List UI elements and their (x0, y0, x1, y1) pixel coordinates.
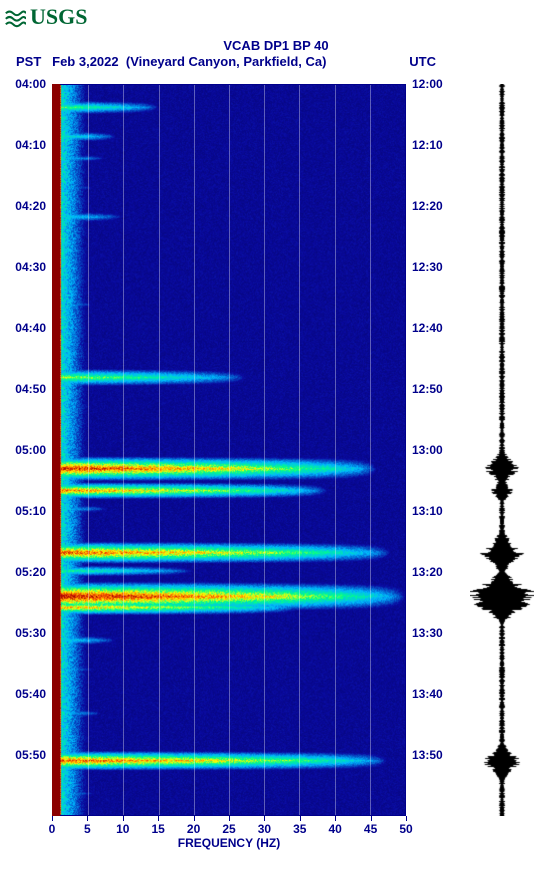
grid-line (370, 85, 371, 815)
tz-right-label: UTC (409, 54, 436, 69)
usgs-logo: USGS (4, 4, 87, 30)
chart-subtitle: PST Feb 3,2022 (Vineyard Canyon, Parkfie… (16, 54, 536, 69)
x-tick-mark (229, 816, 230, 821)
y-left-tick: 04:30 (15, 260, 46, 274)
y-left-tick: 05:50 (15, 748, 46, 762)
chart-title: VCAB DP1 BP 40 (0, 38, 552, 53)
x-tick-label: 15 (152, 822, 165, 836)
y-left-tick: 04:00 (15, 77, 46, 91)
grid-line (159, 85, 160, 815)
y-left-tick: 04:40 (15, 321, 46, 335)
x-tick-label: 20 (187, 822, 200, 836)
y-right-tick: 13:50 (412, 748, 443, 762)
x-tick-mark (123, 816, 124, 821)
date-label: Feb 3,2022 (52, 54, 119, 69)
grid-line (335, 85, 336, 815)
x-tick-mark (52, 816, 53, 821)
y-left-tick: 04:10 (15, 138, 46, 152)
x-tick-label: 40 (329, 822, 342, 836)
x-tick-mark (87, 816, 88, 821)
y-right-tick: 12:20 (412, 199, 443, 213)
y-left-tick: 05:40 (15, 687, 46, 701)
y-right-tick: 13:40 (412, 687, 443, 701)
usgs-wave-icon (4, 6, 26, 28)
x-tick-mark (264, 816, 265, 821)
x-axis-label: FREQUENCY (HZ) (52, 836, 406, 850)
grid-line (194, 85, 195, 815)
y-axis-right: 12:0012:1012:2012:3012:4012:5013:0013:10… (408, 84, 458, 816)
y-right-tick: 12:10 (412, 138, 443, 152)
x-tick-label: 0 (49, 822, 56, 836)
waveform-plot (470, 84, 534, 816)
x-tick-label: 30 (258, 822, 271, 836)
grid-line (229, 85, 230, 815)
grid-line (264, 85, 265, 815)
y-right-tick: 13:30 (412, 626, 443, 640)
x-tick-label: 25 (222, 822, 235, 836)
y-left-tick: 04:50 (15, 382, 46, 396)
grid-line (123, 85, 124, 815)
left-edge-strip (52, 84, 60, 816)
y-right-tick: 13:10 (412, 504, 443, 518)
y-left-tick: 04:20 (15, 199, 46, 213)
y-left-tick: 05:20 (15, 565, 46, 579)
location-label: (Vineyard Canyon, Parkfield, Ca) (126, 54, 327, 69)
x-tick-mark (194, 816, 195, 821)
x-tick-mark (371, 816, 372, 821)
x-tick-label: 35 (293, 822, 306, 836)
x-tick-label: 45 (364, 822, 377, 836)
x-tick-mark (300, 816, 301, 821)
x-tick-label: 50 (399, 822, 412, 836)
y-left-tick: 05:00 (15, 443, 46, 457)
grid-line (299, 85, 300, 815)
usgs-logo-text: USGS (30, 4, 87, 30)
y-right-tick: 13:00 (412, 443, 443, 457)
x-tick-mark (158, 816, 159, 821)
waveform-canvas (470, 84, 534, 816)
y-axis-left: 04:0004:1004:2004:3004:4004:5005:0005:10… (0, 84, 50, 816)
x-tick-mark (406, 816, 407, 821)
y-right-tick: 13:20 (412, 565, 443, 579)
y-left-tick: 05:30 (15, 626, 46, 640)
spectrogram-plot (52, 84, 406, 816)
y-right-tick: 12:30 (412, 260, 443, 274)
x-tick-label: 10 (116, 822, 129, 836)
y-left-tick: 05:10 (15, 504, 46, 518)
tz-left-label: PST (16, 54, 41, 69)
x-tick-label: 5 (84, 822, 91, 836)
y-right-tick: 12:00 (412, 77, 443, 91)
y-right-tick: 12:50 (412, 382, 443, 396)
grid-line (88, 85, 89, 815)
x-tick-mark (335, 816, 336, 821)
y-right-tick: 12:40 (412, 321, 443, 335)
